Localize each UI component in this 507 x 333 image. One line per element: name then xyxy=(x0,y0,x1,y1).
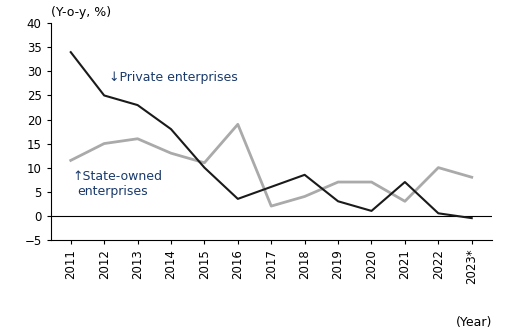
Text: ↓Private enterprises: ↓Private enterprises xyxy=(109,71,238,84)
Text: enterprises: enterprises xyxy=(78,185,148,198)
Text: ↑State-owned: ↑State-owned xyxy=(73,170,162,183)
Text: (Y-o-y, %): (Y-o-y, %) xyxy=(51,6,111,19)
Text: (Year): (Year) xyxy=(455,316,492,329)
